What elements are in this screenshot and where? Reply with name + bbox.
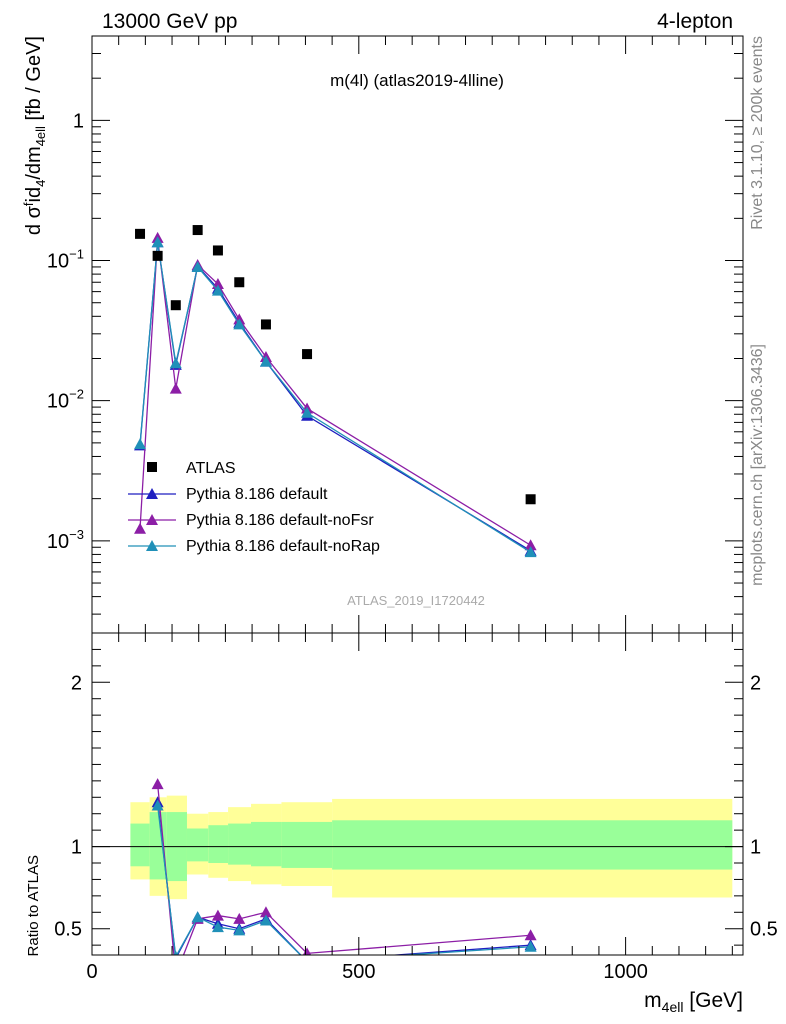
ratio-panel: 0.5 0.5 1 1 2 2 0 500 1000 Ratio to ATLAS m4ell … — [25, 632, 778, 1015]
main-series-point — [233, 318, 246, 330]
ratio-series-point — [170, 969, 182, 980]
ratio-x-tick-label: 1000 — [603, 961, 648, 983]
ratio-plot-frame — [91, 632, 744, 956]
ratio-series-point — [233, 924, 246, 936]
legend-marker-atlas — [147, 462, 157, 472]
ratio-series-point — [259, 914, 272, 926]
main-series-point — [259, 355, 272, 367]
ratio-series-group — [151, 778, 537, 980]
ratio-band-inner — [208, 825, 229, 863]
main-series-line — [139, 242, 531, 553]
main-y-tick-label: 1 — [73, 110, 84, 132]
legend-entry-default: Pythia 8.186 default — [128, 486, 328, 503]
main-series-group — [134, 231, 537, 558]
atlas-data-point — [302, 349, 313, 360]
ratio-series-point — [211, 921, 224, 933]
ratio-y-tick-label-left: 0.5 — [54, 919, 82, 941]
ratio-series-line — [156, 784, 531, 955]
ratio-y-tick-label-right: 0.5 — [750, 919, 778, 941]
main-series-point — [524, 546, 537, 558]
main-data-points — [135, 225, 536, 505]
ratio-y-tick-label-right: 1 — [750, 837, 761, 859]
main-series-point — [191, 260, 204, 272]
legend-entry-norap: Pythia 8.186 default-noRap — [128, 538, 380, 555]
header-left: 13000 GeV pp — [102, 10, 237, 33]
legend-label-default: Pythia 8.186 default — [186, 486, 328, 503]
ratio-x-axis-label: m4ell [GeV] — [644, 989, 743, 1015]
atlas-data-point — [192, 225, 203, 236]
ratio-series-point — [173, 950, 179, 955]
ratio-band-inner — [186, 828, 209, 862]
ratio-series-point — [301, 956, 313, 967]
atlas-data-point — [525, 494, 536, 505]
legend-label-nofsr: Pythia 8.186 default-noFsr — [186, 512, 374, 529]
ratio-band-inner — [332, 820, 733, 870]
main-series-point — [301, 406, 314, 418]
main-y-tick-label: 10−1 — [47, 247, 84, 273]
ratio-series-point — [524, 940, 537, 952]
ratio-band-inner — [251, 821, 282, 867]
main-y-tick-labels: 1 10−1 10−2 10−3 — [47, 110, 84, 552]
ratio-tick-labels: 0.5 0.5 1 1 2 2 0 500 1000 — [54, 672, 778, 983]
atlas-data-point — [212, 245, 223, 256]
legend-marker-default — [146, 488, 158, 499]
main-axis-ticks — [91, 35, 743, 633]
ratio-y-tick-label-left: 1 — [71, 837, 82, 859]
legend-label-norap: Pythia 8.186 default-noRap — [186, 538, 380, 555]
ratio-series-point — [301, 956, 313, 967]
main-y-tick-label: 10−3 — [47, 527, 84, 553]
legend-entry-nofsr: Pythia 8.186 default-noFsr — [128, 512, 374, 529]
main-series-point — [169, 357, 182, 369]
side-label-bottom: mcplots.cern.ch [arXiv:1306.3436] — [749, 344, 766, 586]
atlas-data-point — [170, 300, 181, 311]
main-y-axis-label: d σfid4/dm4ell [fb / GeV] — [21, 36, 48, 235]
ratio-band-inner — [130, 823, 150, 867]
main-series-point — [524, 539, 537, 551]
main-series-point — [134, 522, 147, 534]
ratio-band-inner — [281, 821, 333, 868]
ratio-series-point — [259, 906, 272, 918]
ratio-series-point — [191, 911, 204, 923]
main-y-tick-label: 10−2 — [47, 387, 84, 413]
ratio-series-point — [151, 799, 164, 811]
ratio-axis-ticks — [91, 633, 743, 955]
ratio-series-point — [151, 778, 164, 790]
main-series-point — [211, 284, 224, 296]
side-label-top: Rivet 3.1.10, ≥ 200k events — [749, 36, 766, 230]
atlas-data-point — [260, 319, 271, 330]
main-series-point — [134, 438, 147, 450]
ratio-series-point — [524, 929, 537, 941]
legend-label-atlas: ATLAS — [186, 460, 236, 477]
ratio-uncertainty-bands — [130, 795, 733, 900]
ratio-x-tick-label: 0 — [86, 961, 97, 983]
atlas-data-point — [135, 228, 146, 239]
atlas-data-point — [152, 250, 163, 261]
ratio-band-inner — [228, 823, 252, 865]
legend: ATLAS Pythia 8.186 default Pythia 8.186 … — [128, 460, 380, 555]
ratio-series-point — [211, 909, 224, 921]
main-panel: 1 10−1 10−2 10−3 m(4l) (atlas2019-4lline) A… — [21, 35, 744, 634]
legend-entry-atlas: ATLAS — [147, 460, 236, 477]
ratio-series-point — [233, 912, 246, 924]
main-series-line — [139, 242, 531, 552]
legend-marker-norap — [146, 540, 158, 551]
ratio-y-axis-label: Ratio to ATLAS — [25, 855, 42, 956]
atlas-data-point — [234, 277, 245, 288]
legend-marker-nofsr — [146, 514, 158, 525]
ratio-y-tick-label-right: 2 — [750, 672, 761, 694]
main-series-point — [169, 382, 182, 394]
ratio-y-tick-label-left: 2 — [71, 672, 82, 694]
main-title: m(4l) (atlas2019-4lline) — [330, 71, 504, 90]
header-right: 4-lepton — [657, 10, 733, 33]
ratio-x-tick-label: 500 — [342, 961, 375, 983]
main-series-point — [151, 236, 164, 248]
watermark-analysis-id: ATLAS_2019_I1720442 — [347, 593, 485, 608]
